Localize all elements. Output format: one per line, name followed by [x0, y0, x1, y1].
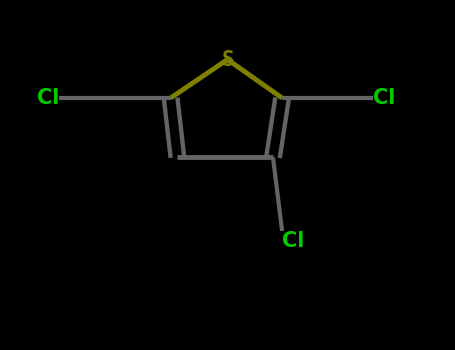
Text: Cl: Cl: [282, 231, 304, 251]
Text: Cl: Cl: [373, 88, 395, 108]
Text: S: S: [221, 49, 234, 70]
Text: Cl: Cl: [37, 88, 59, 108]
